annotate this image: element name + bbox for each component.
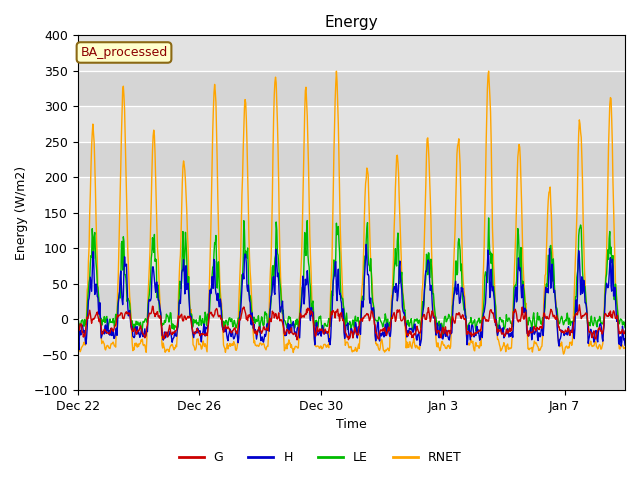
- Bar: [77, 319, 625, 355]
- Legend: G, H, LE, RNET: G, H, LE, RNET: [173, 446, 467, 469]
- Line: LE: LE: [77, 218, 625, 337]
- Bar: [77, 36, 625, 71]
- Bar: [77, 284, 625, 319]
- Line: H: H: [77, 244, 625, 350]
- Line: G: G: [77, 305, 625, 340]
- Bar: [77, 248, 625, 284]
- Title: Energy: Energy: [324, 15, 378, 30]
- X-axis label: Time: Time: [336, 419, 367, 432]
- Y-axis label: Energy (W/m2): Energy (W/m2): [15, 166, 28, 260]
- Bar: [77, 213, 625, 248]
- Text: BA_processed: BA_processed: [81, 46, 168, 59]
- Bar: [77, 142, 625, 177]
- Bar: [77, 106, 625, 142]
- Line: RNET: RNET: [77, 71, 625, 354]
- Bar: [77, 71, 625, 106]
- Bar: [77, 177, 625, 213]
- Bar: [77, 355, 625, 390]
